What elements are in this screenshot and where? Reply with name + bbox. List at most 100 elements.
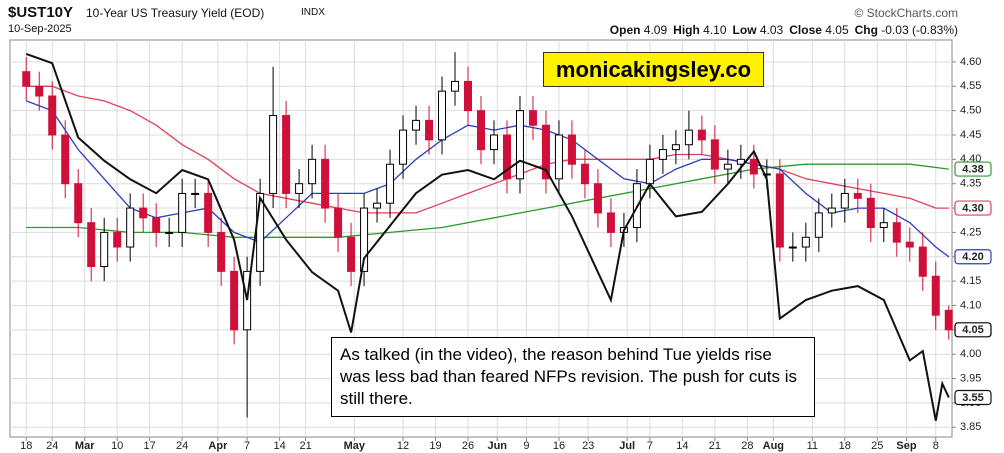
y-tick-label: 3.95 — [960, 372, 981, 384]
x-tick-label: 14 — [273, 440, 285, 452]
y-tick-label: 4.50 — [960, 105, 981, 117]
date: 10-Sep-2025 — [8, 23, 72, 35]
x-tick-label: 19 — [429, 440, 441, 452]
candle-body — [451, 80, 460, 92]
candle-body — [269, 115, 278, 194]
candle-body — [593, 183, 602, 214]
chart-title: $UST10Y — [8, 4, 74, 21]
quote-value: 4.03 — [759, 23, 784, 37]
candle-body — [918, 246, 927, 277]
y-tick-label: 4.15 — [960, 275, 981, 287]
candle-body — [931, 275, 940, 316]
candle-body — [399, 129, 408, 165]
candle-body — [204, 192, 213, 233]
x-tick-label: 10 — [111, 440, 123, 452]
candle-body — [48, 95, 57, 136]
candle-body — [814, 212, 823, 238]
candle-body — [749, 158, 758, 175]
x-tick-label: 23 — [582, 440, 594, 452]
candle-body — [74, 183, 83, 224]
quote-label: Close — [789, 23, 822, 37]
candle-body — [502, 134, 511, 180]
candle-body — [139, 207, 148, 219]
last-value-box — [954, 249, 992, 265]
source: © StockCharts.com — [854, 6, 958, 20]
x-tick-label: 21 — [709, 440, 721, 452]
candle-body — [425, 119, 434, 141]
series-line — [26, 85, 949, 214]
candle-body — [321, 158, 330, 209]
x-tick-label: 11 — [807, 440, 818, 452]
candle-body — [801, 236, 810, 248]
candle-body — [191, 192, 200, 195]
candle-body — [347, 236, 356, 272]
x-tick-label: Sep — [896, 440, 916, 452]
quote-label: High — [673, 23, 700, 37]
candle-body — [853, 192, 862, 199]
last-value-box — [954, 161, 992, 177]
chart-subtitle: 10-Year US Treasury Yield (EOD) — [86, 6, 265, 20]
x-tick-label: 26 — [462, 440, 474, 452]
x-tick-label: 25 — [871, 440, 883, 452]
y-tick-label: 4.60 — [960, 56, 981, 68]
candle-body — [412, 119, 421, 131]
candle-body — [61, 134, 70, 185]
candle-body — [567, 134, 576, 165]
last-value-label: 4.05 — [962, 324, 983, 336]
y-tick-label: 4.35 — [960, 178, 981, 190]
candle-body — [866, 197, 875, 229]
x-tick-label: Aug — [763, 440, 784, 452]
candle-body — [671, 144, 680, 151]
candle-body — [905, 241, 914, 248]
last-value-label: 3.55 — [962, 392, 983, 404]
x-tick-label: 12 — [397, 440, 409, 452]
candle-body — [658, 149, 667, 160]
candle-body — [178, 192, 187, 233]
x-tick-label: May — [344, 440, 366, 452]
candle-body — [477, 110, 485, 151]
candle-body — [334, 207, 343, 238]
last-value-label: 4.20 — [962, 251, 983, 263]
y-tick-label: 3.85 — [960, 421, 981, 433]
candle-body — [541, 124, 550, 180]
x-tick-label: 21 — [299, 440, 311, 452]
candle-body — [775, 173, 784, 248]
quote-value: 4.09 — [643, 23, 668, 37]
x-tick-label: 7 — [244, 440, 250, 452]
x-tick-label: 8 — [933, 440, 939, 452]
quote: Open 4.09 High 4.10 Low 4.03 Close 4.05 Chg … — [604, 23, 958, 37]
quote-value: 4.10 — [703, 23, 727, 37]
y-tick-label: 4.55 — [960, 80, 981, 92]
candle-body — [217, 231, 226, 272]
candle-body — [152, 217, 161, 233]
candle-body — [308, 158, 317, 185]
last-value-box — [954, 200, 992, 216]
candle-body — [165, 231, 174, 234]
series-line — [25, 52, 950, 421]
x-tick-label: 16 — [553, 440, 565, 452]
watermark: monicakingsley.co — [543, 52, 764, 87]
candle-body — [126, 207, 135, 248]
y-tick-label: 4.25 — [960, 226, 981, 238]
quote-label: Chg — [854, 23, 878, 37]
x-tick-label: 14 — [676, 440, 688, 452]
candle-body — [892, 222, 901, 243]
x-tick-label: 18 — [839, 440, 851, 452]
quote-value: 4.05 — [825, 23, 849, 37]
candle-body — [645, 158, 654, 185]
exchange: INDX — [301, 7, 325, 18]
candle-body — [22, 71, 31, 87]
candle-body — [684, 129, 693, 146]
candle-body — [554, 134, 563, 180]
candle-body — [464, 80, 473, 112]
x-tick-label: 9 — [523, 440, 529, 452]
candle-body — [840, 192, 849, 209]
candle-body — [723, 163, 732, 170]
quote-label: Open — [609, 23, 641, 37]
candle-body — [113, 231, 122, 248]
y-tick-label: 4.10 — [960, 299, 981, 311]
candle-body — [788, 246, 797, 249]
candle-body — [762, 173, 771, 176]
x-tick-label: 18 — [20, 440, 32, 452]
candle-body — [230, 270, 239, 331]
